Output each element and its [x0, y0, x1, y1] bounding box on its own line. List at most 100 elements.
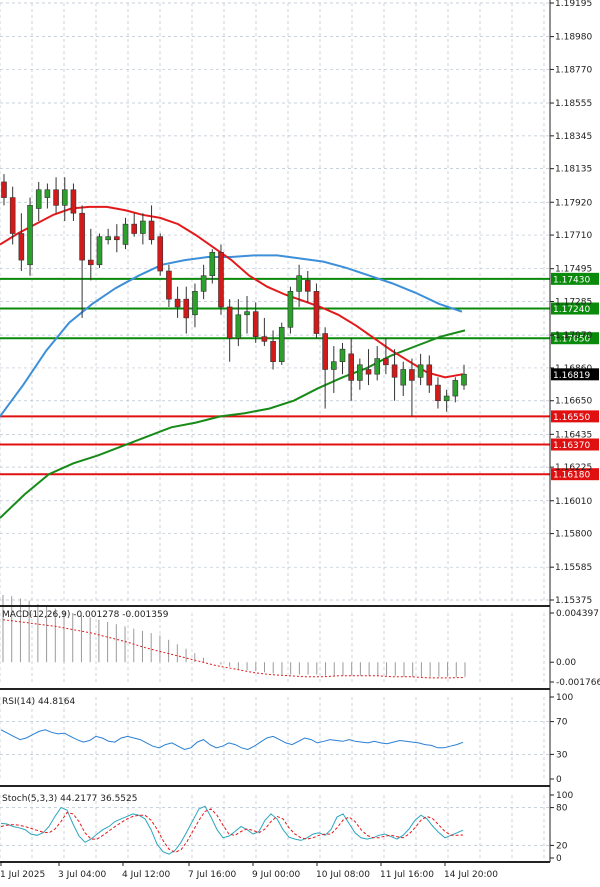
- bullish-candle: [287, 291, 294, 328]
- price-tick-label: 1.17920: [555, 198, 592, 208]
- bullish-candle: [296, 275, 302, 292]
- time-tick-label: 10 Jul 08:00: [316, 870, 370, 880]
- candlesticks: [1, 174, 467, 417]
- bearish-candle: [131, 223, 137, 234]
- bullish-candle: [357, 364, 363, 381]
- panel-separators: [0, 605, 550, 863]
- bullish-candle: [61, 189, 68, 206]
- price-tick-label: 1.16435: [555, 430, 592, 440]
- bearish-candle: [114, 236, 120, 241]
- macd-tick-label: -0.001766: [556, 678, 600, 688]
- bearish-candle: [252, 311, 259, 337]
- bearish-candle: [270, 341, 276, 362]
- bullish-candle: [200, 275, 207, 292]
- bearish-candle: [313, 291, 320, 334]
- time-tick-label: 14 Jul 20:00: [444, 870, 498, 880]
- bullish-candle: [278, 326, 285, 362]
- bullish-candle: [339, 348, 346, 362]
- stoch-axis: 100 80 20 0: [550, 791, 573, 864]
- rsi-tick-label: 30: [556, 750, 568, 760]
- current-price-label: 1.16819: [553, 371, 590, 381]
- bullish-candle: [331, 361, 337, 370]
- macd-tick-label: 0.004397: [556, 609, 599, 619]
- bearish-candle: [70, 189, 77, 214]
- bullish-candle: [461, 373, 467, 386]
- bullish-candle: [400, 369, 407, 386]
- price-panel: 1.17430 1.17240 1.17050 1.16550 1.16370 1.161…: [0, 0, 599, 862]
- time-tick-label: 7 Jul 16:00: [188, 870, 237, 880]
- price-tick-label: 1.15800: [555, 530, 592, 540]
- bearish-candle: [383, 358, 389, 366]
- level-tag: [551, 410, 599, 423]
- bullish-candle: [452, 380, 459, 397]
- level-tag-label: 1.17430: [553, 275, 590, 285]
- price-tick-label: 1.18980: [555, 33, 592, 43]
- price-tick-label: 1.18555: [555, 99, 592, 109]
- bearish-candle: [148, 220, 155, 241]
- bearish-candle: [365, 369, 372, 375]
- macd-signal-line: [2, 619, 466, 679]
- bearish-candle: [391, 364, 398, 378]
- time-tick-label: 3 Jul 04:00: [58, 870, 107, 880]
- level-tag-label: 1.16370: [553, 441, 590, 451]
- level-tag-label: 1.17050: [553, 335, 590, 345]
- moving-average-slow: [0, 329, 466, 519]
- bearish-candle: [53, 189, 59, 206]
- bullish-candle: [244, 311, 250, 316]
- bearish-candle: [435, 384, 441, 402]
- rsi-series: [0, 721, 550, 755]
- current-price-tag: [551, 368, 599, 381]
- price-tick-label: 1.15585: [555, 563, 592, 573]
- bullish-candle: [417, 364, 424, 378]
- bullish-candle: [35, 189, 42, 209]
- bearish-candle: [183, 298, 190, 319]
- level-tag: [551, 272, 599, 285]
- stoch-tick-label: 0: [556, 854, 562, 864]
- level-tag: [551, 302, 599, 315]
- price-tick-label: 1.17070: [555, 331, 592, 341]
- price-tick-label: 1.17495: [555, 265, 592, 275]
- price-tick-label: 1.18345: [555, 132, 592, 142]
- price-axis: 1.19195 1.18980 1.18770 1.18555 1.18345 1.181…: [549, 0, 599, 862]
- rsi-tick-label: 0: [556, 775, 562, 785]
- bullish-candle: [374, 358, 381, 375]
- level-tag-label: 1.16550: [553, 413, 590, 423]
- rsi-panel: RSI(14) 44.8164 100 70 30 0: [0, 693, 573, 785]
- stoch-tick-label: 100: [556, 791, 573, 801]
- stoch-d-line: [0, 808, 464, 853]
- bearish-candle: [9, 197, 16, 234]
- bearish-candle: [261, 336, 268, 342]
- rsi-tick-label: 70: [556, 718, 568, 728]
- bearish-candle: [166, 270, 172, 300]
- bullish-candle: [209, 251, 216, 277]
- bearish-candle: [157, 236, 164, 272]
- level-tag-label: 1.17240: [553, 305, 590, 315]
- bearish-candle: [426, 364, 433, 386]
- stoch-k-line: [0, 805, 464, 855]
- price-tick-label: 1.16010: [555, 497, 592, 507]
- bullish-candle: [44, 189, 51, 198]
- bearish-candle: [409, 369, 415, 381]
- bearish-candle: [218, 251, 224, 308]
- level-tag-label: 1.16180: [553, 471, 590, 481]
- rsi-line: [0, 729, 464, 751]
- moving-average-mid: [0, 254, 463, 417]
- price-tick-label: 1.16225: [555, 463, 592, 473]
- bullish-candle: [27, 205, 33, 266]
- bearish-candle: [18, 233, 25, 261]
- rsi-label: RSI(14) 44.8164: [2, 697, 75, 707]
- bearish-candle: [1, 181, 7, 198]
- macd-panel: MACD(12,26,9) -0.001278 -0.001359 0.0043…: [2, 595, 600, 688]
- bullish-candle: [122, 223, 129, 245]
- grid-lines: [0, 2, 550, 858]
- price-tick-label: 1.15375: [555, 596, 592, 606]
- price-tick-label: 1.19195: [555, 0, 592, 9]
- bearish-candle: [226, 306, 233, 339]
- bearish-candle: [174, 298, 181, 308]
- price-tick-label: 1.18135: [555, 165, 592, 175]
- stoch-label: Stoch(5,3,3) 44.2177 36.5525: [2, 794, 137, 804]
- price-tick-label: 1.16650: [555, 397, 592, 407]
- macd-label: MACD(12,26,9) -0.001278 -0.001359: [2, 610, 169, 620]
- bearish-candle: [348, 353, 354, 381]
- bullish-candle: [192, 291, 198, 316]
